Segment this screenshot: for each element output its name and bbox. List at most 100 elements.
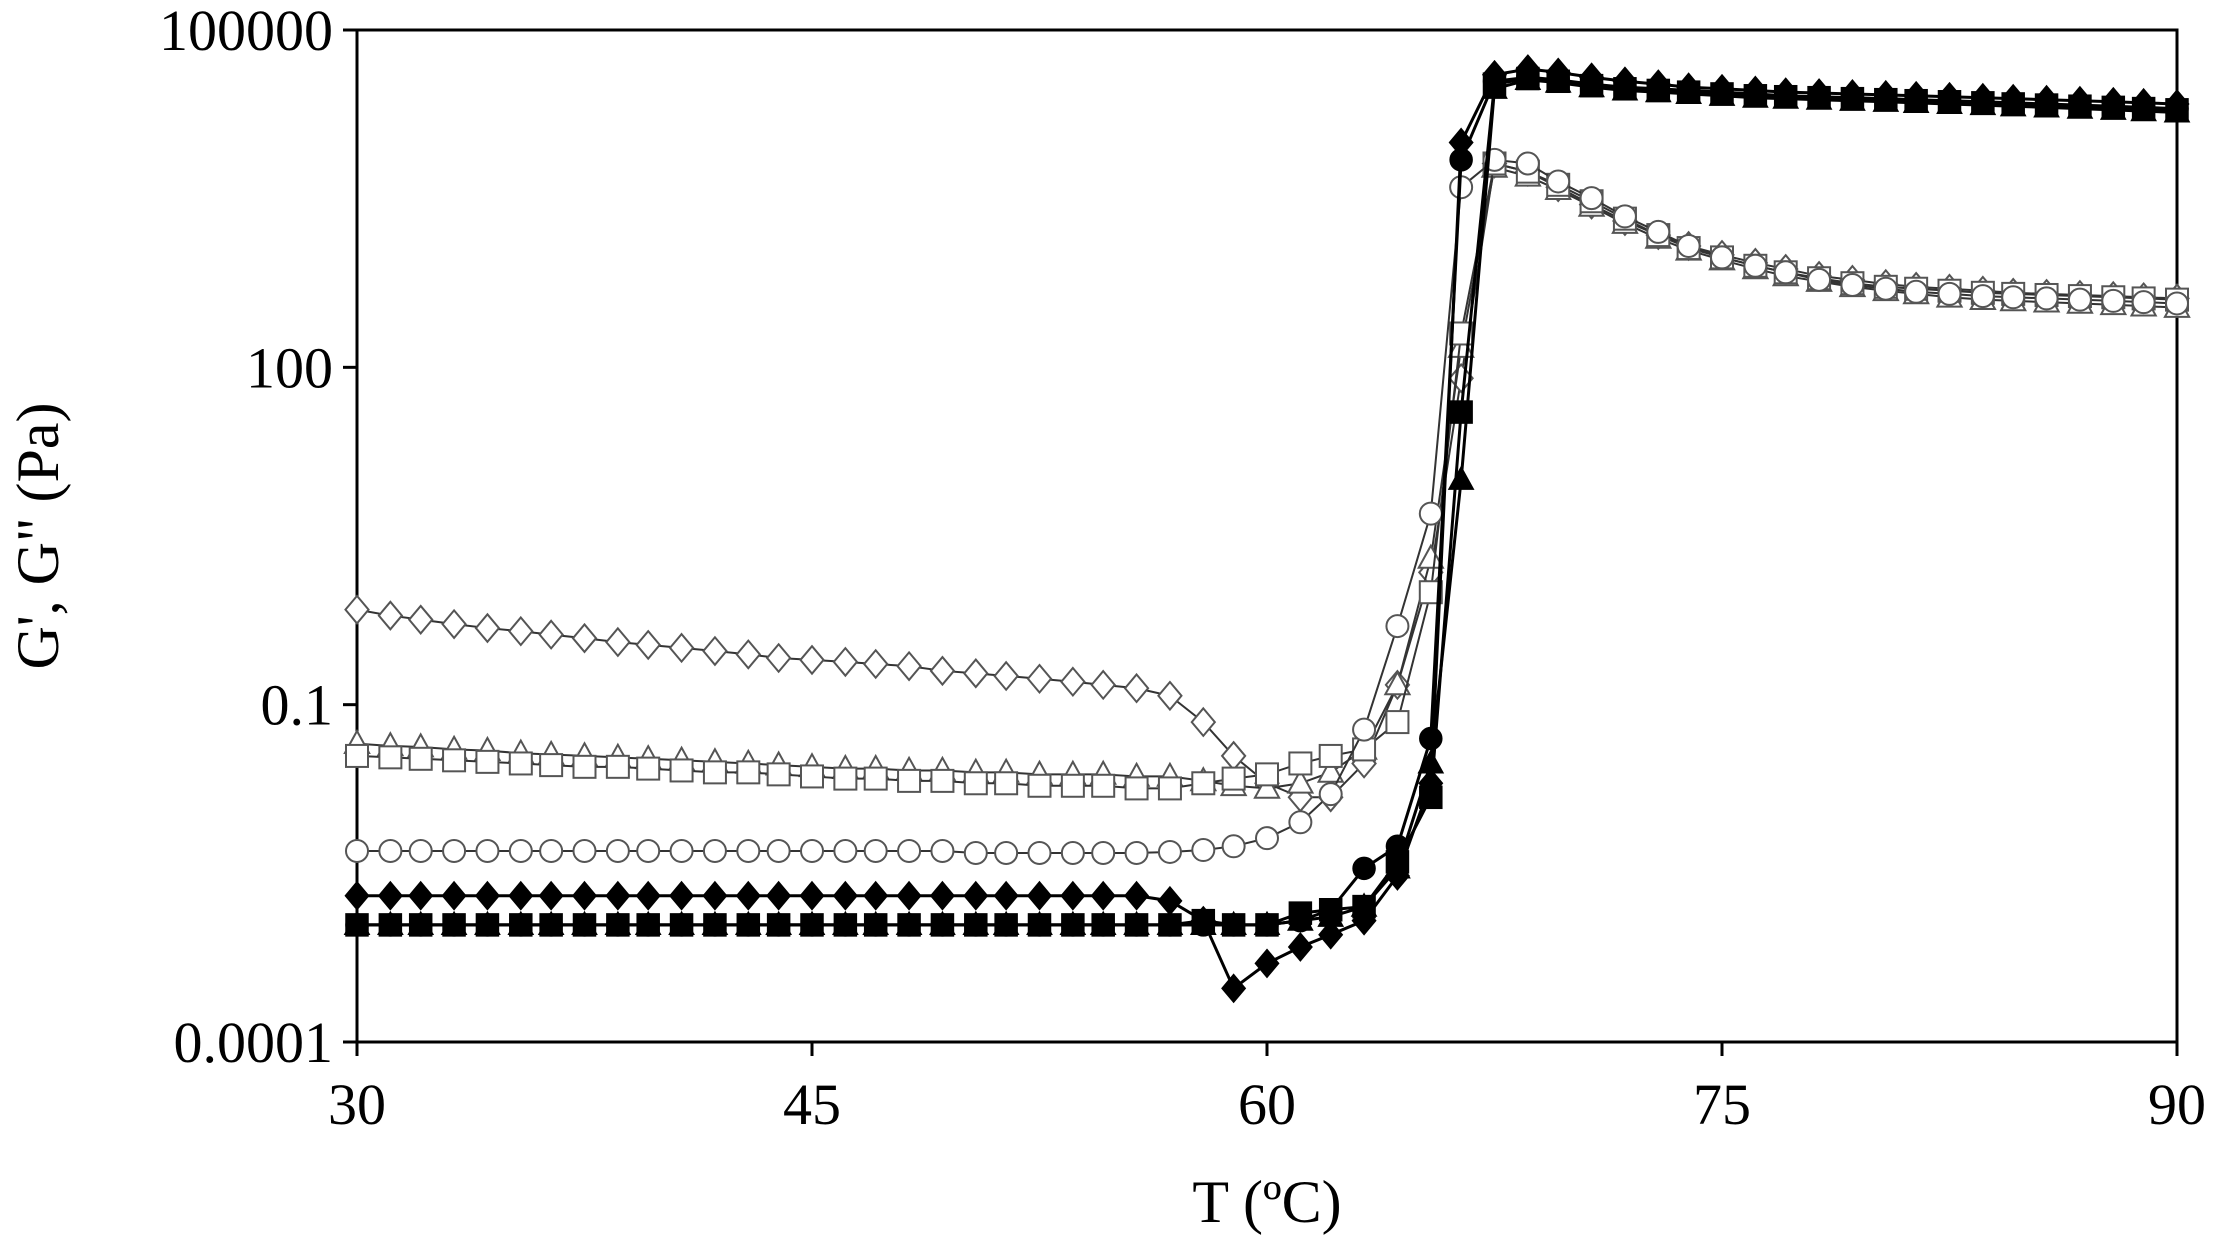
axes: 30 45 60 75 90 0.0001 0.1 100 100000 [159,0,2206,1137]
data-point [1579,73,1604,98]
data-point [799,880,825,911]
data-point [702,760,727,785]
data-point [1743,253,1768,278]
data-point [669,838,694,863]
data-point [766,913,791,937]
series-square-filled [345,66,2189,937]
data-point [572,754,597,779]
data-point [897,913,921,937]
data-point [378,838,403,863]
data-point [993,660,1019,692]
data-point [605,754,630,779]
data-point [994,840,1019,865]
data-point [441,880,467,911]
data-point [1352,717,1377,742]
data-point [2131,290,2156,315]
data-point [1613,77,1637,101]
data-point [669,913,694,937]
data-point [799,644,825,676]
data-point [1091,913,1115,937]
data-point [1318,743,1343,768]
series-line [357,158,2178,854]
data-point [442,748,467,773]
data-point [378,913,403,937]
data-point [1027,773,1052,798]
data-point [1385,850,1410,874]
data-point [1090,880,1116,911]
series-circle-open [345,147,2189,865]
data-point [1191,837,1216,862]
data-point [2001,92,2025,116]
data-point [408,880,434,911]
data-point [2101,95,2126,120]
data-point [475,913,500,937]
series-circle-filled [345,65,2189,937]
data-point [833,766,858,791]
data-point [669,758,694,783]
data-point [377,600,404,631]
data-point [2131,96,2156,121]
data-point [539,753,564,778]
data-point [1612,204,1637,229]
data-point [636,756,661,781]
data-point [1546,169,1571,194]
data-point [1743,84,1768,108]
data-point [1221,973,1247,1004]
data-point [1123,672,1150,704]
data-point [1874,87,1898,112]
data-point [930,768,955,793]
data-point [1318,782,1343,807]
data-point [1418,501,1443,526]
data-point [538,880,564,911]
data-point [963,840,988,865]
data-point [345,913,369,937]
data-point [1710,82,1734,106]
data-point [896,880,922,911]
data-point [1124,840,1149,865]
data-point [1807,267,1832,292]
data-point [735,880,761,911]
data-point [1482,72,1507,96]
data-point [1417,749,1445,774]
data-point [897,768,922,793]
data-point [863,766,888,791]
data-point [930,838,955,863]
plot-frame [355,28,2179,1044]
data-point [1060,840,1085,865]
data-point [1288,751,1313,776]
y-tick-label: 0.0001 [174,1010,334,1075]
data-point [702,880,728,911]
data-point [1157,885,1183,916]
data-point [1286,768,1315,794]
data-point [736,913,761,937]
data-point [1546,69,1570,94]
data-point [962,658,989,689]
data-point [571,880,598,911]
data-point [636,913,660,937]
data-point [800,764,824,789]
data-point [539,838,564,863]
data-point [1287,932,1313,962]
data-point [605,626,631,658]
data-point [930,913,955,937]
data-point [1254,948,1280,979]
series-layer [343,54,2191,1004]
data-point [702,838,727,863]
y-tick-label: 100 [246,335,333,400]
data-point [606,913,630,937]
data-point [378,745,403,770]
data-point [1318,919,1344,950]
data-point [508,880,534,911]
data-point [1515,151,1540,176]
data-point [2067,287,2092,312]
data-point [669,880,695,911]
data-point [897,838,922,863]
data-point [475,749,500,774]
data-point [1221,834,1246,859]
data-point [1352,737,1377,762]
data-point [1255,762,1279,787]
data-point [1026,880,1053,911]
data-point [2034,93,2059,117]
data-point [1060,666,1086,698]
